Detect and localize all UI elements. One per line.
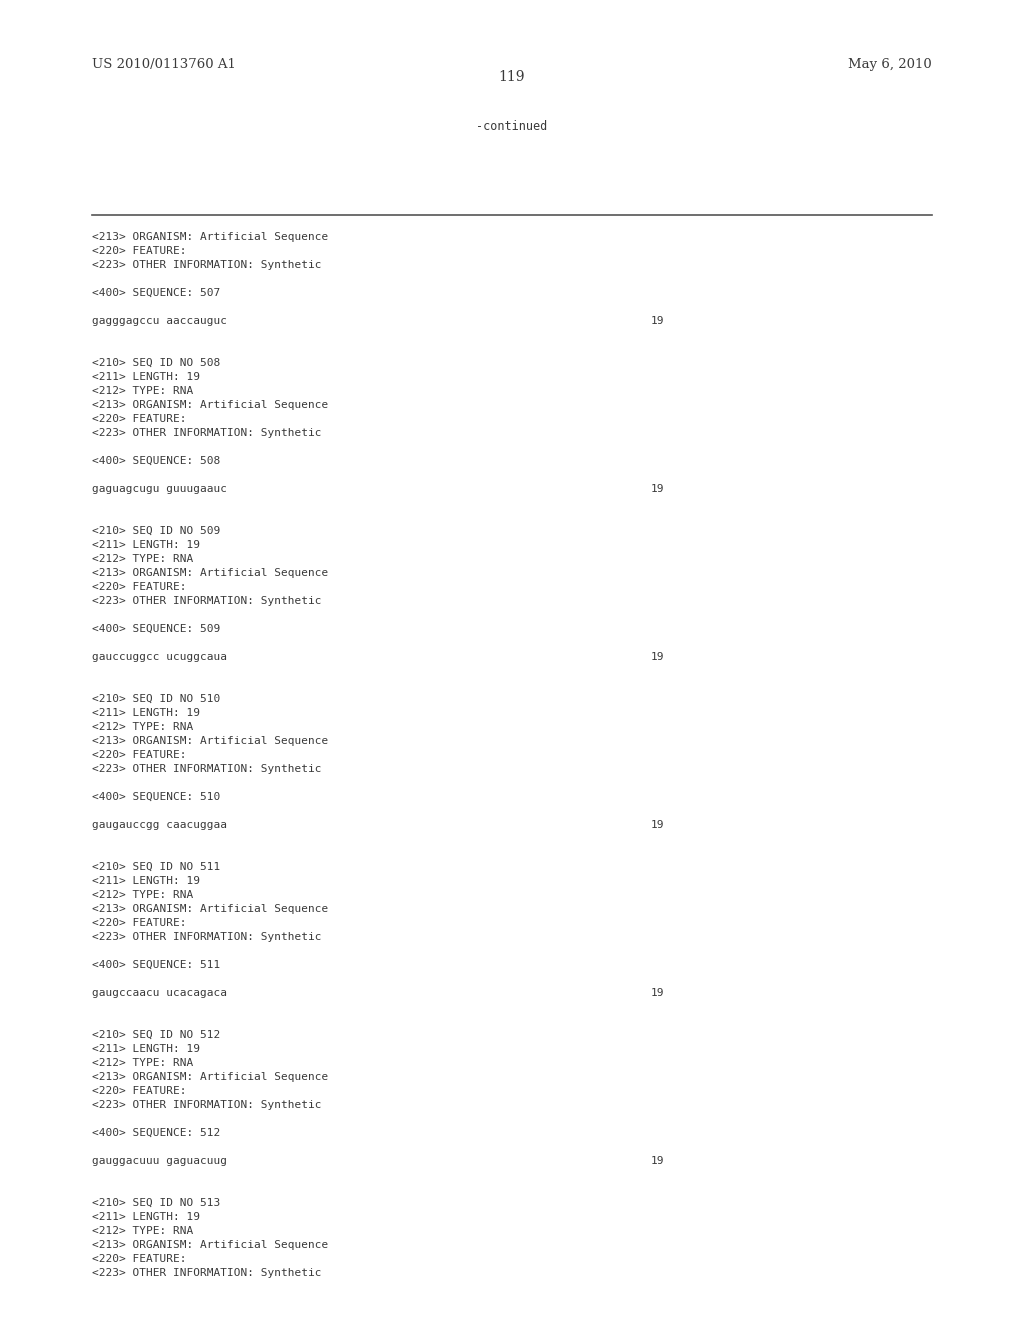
Text: <211> LENGTH: 19: <211> LENGTH: 19 — [92, 1044, 200, 1053]
Text: <400> SEQUENCE: 507: <400> SEQUENCE: 507 — [92, 288, 220, 298]
Text: <400> SEQUENCE: 512: <400> SEQUENCE: 512 — [92, 1129, 220, 1138]
Text: gagggagccu aaccauguc: gagggagccu aaccauguc — [92, 315, 227, 326]
Text: <223> OTHER INFORMATION: Synthetic: <223> OTHER INFORMATION: Synthetic — [92, 428, 322, 438]
Text: gaugccaacu ucacagaca: gaugccaacu ucacagaca — [92, 987, 227, 998]
Text: <210> SEQ ID NO 511: <210> SEQ ID NO 511 — [92, 862, 220, 873]
Text: <211> LENGTH: 19: <211> LENGTH: 19 — [92, 1212, 200, 1222]
Text: <213> ORGANISM: Artificial Sequence: <213> ORGANISM: Artificial Sequence — [92, 904, 329, 913]
Text: 19: 19 — [650, 652, 664, 663]
Text: <213> ORGANISM: Artificial Sequence: <213> ORGANISM: Artificial Sequence — [92, 232, 329, 242]
Text: <211> LENGTH: 19: <211> LENGTH: 19 — [92, 876, 200, 886]
Text: <210> SEQ ID NO 513: <210> SEQ ID NO 513 — [92, 1199, 220, 1208]
Text: <223> OTHER INFORMATION: Synthetic: <223> OTHER INFORMATION: Synthetic — [92, 260, 322, 271]
Text: 19: 19 — [650, 315, 664, 326]
Text: <223> OTHER INFORMATION: Synthetic: <223> OTHER INFORMATION: Synthetic — [92, 1269, 322, 1278]
Text: <220> FEATURE:: <220> FEATURE: — [92, 917, 186, 928]
Text: 19: 19 — [650, 820, 664, 830]
Text: -continued: -continued — [476, 120, 548, 133]
Text: <220> FEATURE:: <220> FEATURE: — [92, 246, 186, 256]
Text: <220> FEATURE:: <220> FEATURE: — [92, 414, 186, 424]
Text: <223> OTHER INFORMATION: Synthetic: <223> OTHER INFORMATION: Synthetic — [92, 597, 322, 606]
Text: <223> OTHER INFORMATION: Synthetic: <223> OTHER INFORMATION: Synthetic — [92, 932, 322, 942]
Text: <212> TYPE: RNA: <212> TYPE: RNA — [92, 1226, 194, 1236]
Text: <220> FEATURE:: <220> FEATURE: — [92, 1086, 186, 1096]
Text: gauccuggcc ucuggcaua: gauccuggcc ucuggcaua — [92, 652, 227, 663]
Text: <211> LENGTH: 19: <211> LENGTH: 19 — [92, 708, 200, 718]
Text: <210> SEQ ID NO 509: <210> SEQ ID NO 509 — [92, 525, 220, 536]
Text: <220> FEATURE:: <220> FEATURE: — [92, 750, 186, 760]
Text: <223> OTHER INFORMATION: Synthetic: <223> OTHER INFORMATION: Synthetic — [92, 1100, 322, 1110]
Text: 119: 119 — [499, 70, 525, 84]
Text: <212> TYPE: RNA: <212> TYPE: RNA — [92, 554, 194, 564]
Text: 19: 19 — [650, 1156, 664, 1166]
Text: <212> TYPE: RNA: <212> TYPE: RNA — [92, 1059, 194, 1068]
Text: <210> SEQ ID NO 508: <210> SEQ ID NO 508 — [92, 358, 220, 368]
Text: gauggacuuu gaguacuug: gauggacuuu gaguacuug — [92, 1156, 227, 1166]
Text: <400> SEQUENCE: 509: <400> SEQUENCE: 509 — [92, 624, 220, 634]
Text: 19: 19 — [650, 987, 664, 998]
Text: <213> ORGANISM: Artificial Sequence: <213> ORGANISM: Artificial Sequence — [92, 1072, 329, 1082]
Text: <213> ORGANISM: Artificial Sequence: <213> ORGANISM: Artificial Sequence — [92, 1239, 329, 1250]
Text: gaugauccgg caacuggaa: gaugauccgg caacuggaa — [92, 820, 227, 830]
Text: <400> SEQUENCE: 510: <400> SEQUENCE: 510 — [92, 792, 220, 803]
Text: gaguagcugu guuugaauc: gaguagcugu guuugaauc — [92, 484, 227, 494]
Text: <212> TYPE: RNA: <212> TYPE: RNA — [92, 722, 194, 733]
Text: <210> SEQ ID NO 510: <210> SEQ ID NO 510 — [92, 694, 220, 704]
Text: <211> LENGTH: 19: <211> LENGTH: 19 — [92, 372, 200, 381]
Text: <211> LENGTH: 19: <211> LENGTH: 19 — [92, 540, 200, 550]
Text: <220> FEATURE:: <220> FEATURE: — [92, 1254, 186, 1265]
Text: <220> FEATURE:: <220> FEATURE: — [92, 582, 186, 591]
Text: US 2010/0113760 A1: US 2010/0113760 A1 — [92, 58, 237, 71]
Text: <400> SEQUENCE: 508: <400> SEQUENCE: 508 — [92, 455, 220, 466]
Text: <212> TYPE: RNA: <212> TYPE: RNA — [92, 890, 194, 900]
Text: <210> SEQ ID NO 512: <210> SEQ ID NO 512 — [92, 1030, 220, 1040]
Text: <212> TYPE: RNA: <212> TYPE: RNA — [92, 385, 194, 396]
Text: <400> SEQUENCE: 511: <400> SEQUENCE: 511 — [92, 960, 220, 970]
Text: <213> ORGANISM: Artificial Sequence: <213> ORGANISM: Artificial Sequence — [92, 568, 329, 578]
Text: <213> ORGANISM: Artificial Sequence: <213> ORGANISM: Artificial Sequence — [92, 737, 329, 746]
Text: May 6, 2010: May 6, 2010 — [848, 58, 932, 71]
Text: 19: 19 — [650, 484, 664, 494]
Text: <213> ORGANISM: Artificial Sequence: <213> ORGANISM: Artificial Sequence — [92, 400, 329, 411]
Text: <223> OTHER INFORMATION: Synthetic: <223> OTHER INFORMATION: Synthetic — [92, 764, 322, 774]
